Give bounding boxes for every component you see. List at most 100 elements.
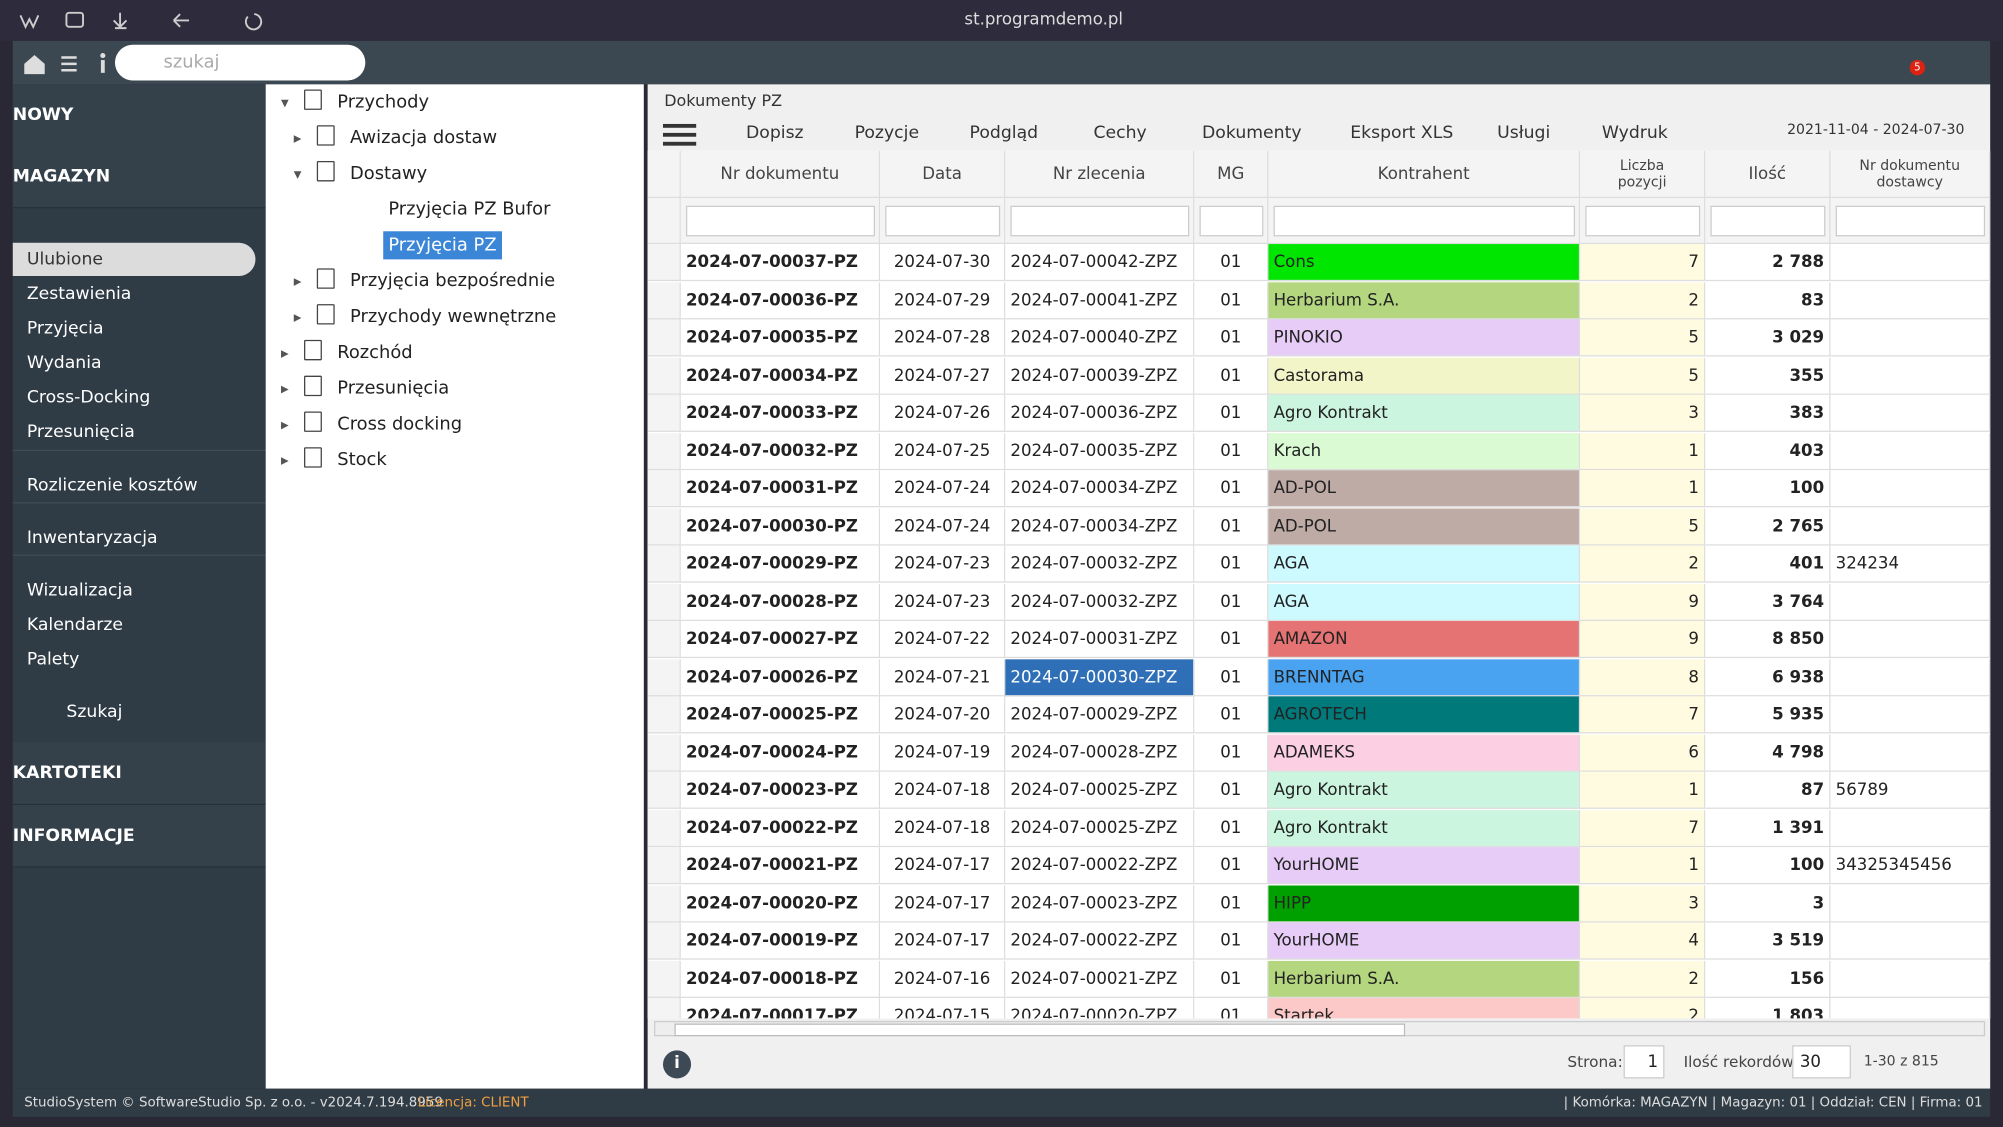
grid-cell[interactable]: 01 — [1194, 545, 1269, 583]
grid-cell[interactable]: 2024-07-00020-PZ — [680, 884, 881, 922]
grid-cell[interactable]: 01 — [1194, 658, 1269, 696]
grid-cell[interactable]: 1 — [1580, 470, 1706, 508]
grid-cell[interactable]: Agro Kontrakt — [1268, 809, 1581, 847]
info-button[interactable]: i — [662, 1050, 692, 1079]
grid-cell[interactable] — [1830, 696, 1991, 734]
grid-cell[interactable] — [1830, 470, 1991, 508]
grid-cell[interactable]: AGROTECH — [1268, 696, 1581, 734]
grid-cell[interactable]: 2024-07-00034-ZPZ — [1005, 507, 1195, 545]
grid-cell[interactable]: 2024-07-21 — [880, 658, 1006, 696]
grid-cell[interactable]: 2 765 — [1705, 507, 1831, 545]
column-header[interactable]: Data — [880, 150, 1006, 199]
grid-cell[interactable]: 5 — [1580, 507, 1706, 545]
url[interactable]: st.programdemo.pl — [964, 10, 1124, 30]
grid-cell[interactable]: 2024-07-17 — [880, 922, 1006, 960]
column-header[interactable]: Kontrahent — [1268, 150, 1581, 199]
grid-cell[interactable]: 01 — [1194, 583, 1269, 621]
filter-input[interactable] — [1272, 205, 1575, 236]
menu-link[interactable]: Palety — [26, 649, 80, 670]
grid-cell[interactable] — [1830, 507, 1991, 545]
tree-toggle[interactable]: ▸ — [293, 307, 302, 326]
grid-cell[interactable]: 5 — [1580, 319, 1706, 357]
grid-cell[interactable]: 2024-07-00022-ZPZ — [1005, 922, 1195, 960]
menu-link[interactable]: Kalendarze — [26, 614, 124, 636]
column-header[interactable]: Nr dokumentu — [680, 150, 881, 199]
grid-cell[interactable]: 01 — [1194, 884, 1269, 922]
grid-cell[interactable] — [1830, 394, 1991, 432]
menu-link[interactable]: Ulubione — [12, 242, 256, 277]
grid-cell[interactable]: 7 — [1580, 809, 1706, 847]
tree-label[interactable]: Przychody — [337, 92, 430, 113]
filter-input[interactable] — [1009, 205, 1189, 236]
grid-cell[interactable] — [1830, 809, 1991, 847]
grid-cell[interactable]: Castorama — [1268, 357, 1581, 395]
grid-cell[interactable]: 01 — [1194, 809, 1269, 847]
grid-cell[interactable]: 1 803 — [1705, 997, 1831, 1019]
date-range[interactable]: 2021-11-04 - 2024-07-30 — [1787, 121, 1965, 139]
grid-cell[interactable]: 2024-07-00031-ZPZ — [1005, 621, 1195, 659]
menu-button[interactable] — [662, 123, 697, 128]
tree-label[interactable]: Rozchód — [337, 342, 413, 363]
grid-cell[interactable]: 2024-07-00034-ZPZ — [1005, 470, 1195, 508]
tree-toggle[interactable]: ▾ — [293, 164, 302, 183]
grid-cell[interactable]: 1 — [1580, 847, 1706, 885]
toolbar-button[interactable]: Dokumenty — [1202, 122, 1302, 144]
tree-node[interactable]: ▸ Rozchód — [281, 335, 418, 371]
grid-cell[interactable]: 2024-07-00041-ZPZ — [1005, 281, 1195, 319]
grid-cell[interactable]: 2024-07-24 — [880, 470, 1006, 508]
toolbar-button[interactable]: Cechy — [1093, 122, 1147, 144]
grid-cell[interactable]: 01 — [1194, 696, 1269, 734]
grid-cell[interactable]: BRENNTAG — [1268, 658, 1581, 696]
tree-label[interactable]: Przyjęcia PZ Bufor — [388, 199, 551, 220]
grid-cell[interactable]: YourHOME — [1268, 847, 1581, 885]
tree-label[interactable]: Stock — [337, 449, 387, 471]
filter-input[interactable] — [884, 205, 1000, 236]
grid-cell[interactable]: AGA — [1268, 583, 1581, 621]
grid-cell[interactable]: 01 — [1194, 960, 1269, 998]
grid-cell[interactable]: 2024-07-00036-ZPZ — [1005, 394, 1195, 432]
column-header[interactable]: Nr zlecenia — [1005, 150, 1195, 199]
grid-cell[interactable]: 2024-07-00021-ZPZ — [1005, 960, 1195, 998]
tree-node[interactable]: ▸ Stock — [281, 442, 392, 478]
menu-link[interactable]: Zestawienia — [26, 283, 132, 305]
grid-cell[interactable]: YourHOME — [1268, 922, 1581, 960]
grid-cell[interactable]: 01 — [1194, 394, 1269, 432]
grid-cell[interactable]: 2024-07-18 — [880, 771, 1006, 809]
grid-cell[interactable]: 1 — [1580, 432, 1706, 470]
grid-cell[interactable]: 2024-07-00020-ZPZ — [1005, 997, 1195, 1019]
grid-cell[interactable]: 2024-07-00031-PZ — [680, 470, 881, 508]
menu-link[interactable]: Wizualizacja — [26, 580, 133, 601]
grid-cell[interactable]: 01 — [1194, 432, 1269, 470]
grid-cell[interactable]: Herbarium S.A. — [1268, 960, 1581, 998]
tree-node[interactable]: ▸ Awizacja dostaw — [294, 120, 502, 156]
grid-cell[interactable]: 01 — [1194, 244, 1269, 282]
grid-cell[interactable]: 2024-07-00034-PZ — [680, 357, 881, 395]
grid-cell[interactable]: 2024-07-00028-PZ — [680, 583, 881, 621]
filter-input[interactable] — [1198, 205, 1263, 236]
menu-section[interactable]: NOWY — [12, 84, 266, 147]
grid-cell[interactable]: 8 850 — [1705, 621, 1831, 659]
h-scrollbar[interactable] — [654, 1020, 1986, 1037]
grid-cell[interactable]: Agro Kontrakt — [1268, 771, 1581, 809]
grid-cell[interactable]: 3 — [1580, 884, 1706, 922]
grid-cell[interactable] — [1830, 884, 1991, 922]
grid-cell[interactable]: 100 — [1705, 470, 1831, 508]
grid-cell[interactable]: 2024-07-25 — [880, 432, 1006, 470]
grid-cell[interactable] — [1830, 281, 1991, 319]
grid-cell[interactable]: 2 — [1580, 997, 1706, 1019]
grid-cell[interactable]: 01 — [1194, 734, 1269, 772]
grid-cell[interactable]: 7 — [1580, 244, 1706, 282]
tree-node[interactable]: Przyjęcia PZ Bufor — [332, 192, 555, 228]
grid-cell[interactable] — [1830, 432, 1991, 470]
grid-cell[interactable]: 2024-07-19 — [880, 734, 1006, 772]
tree-node[interactable]: ▸ Przesunięcia — [281, 371, 454, 407]
grid-cell[interactable]: 2024-07-00029-PZ — [680, 545, 881, 583]
menu-link[interactable]: Cross-Docking — [26, 387, 151, 408]
grid-cell[interactable]: 01 — [1194, 922, 1269, 960]
tree-label[interactable]: Przyjęcia PZ — [383, 231, 502, 260]
grid-cell[interactable]: 2024-07-24 — [880, 507, 1006, 545]
grid-cell[interactable]: 6 938 — [1705, 658, 1831, 696]
grid-cell[interactable]: 2024-07-00025-PZ — [680, 696, 881, 734]
grid-cell[interactable]: 2024-07-00030-ZPZ — [1005, 658, 1195, 696]
tree-toggle[interactable]: ▸ — [281, 343, 289, 362]
